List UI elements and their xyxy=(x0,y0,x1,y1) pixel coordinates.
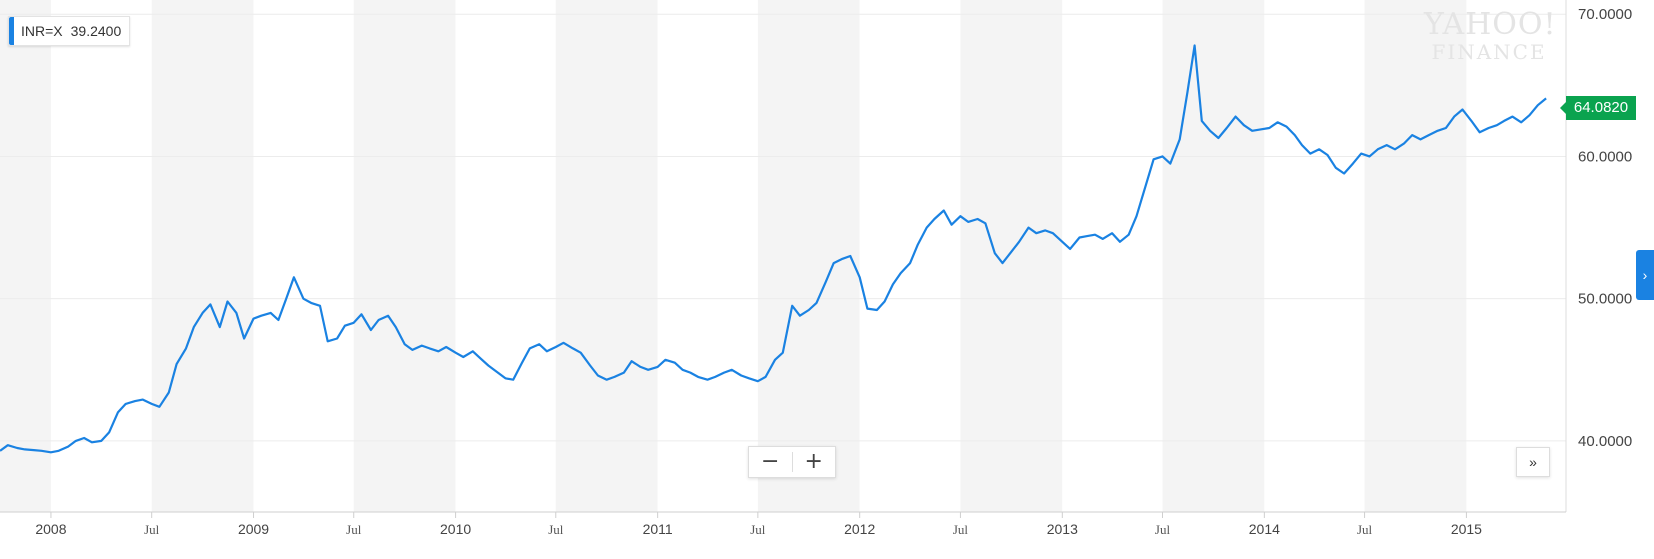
x-tick-label: Jul xyxy=(1357,522,1373,537)
x-tick-label: 2010 xyxy=(440,521,471,537)
period-band xyxy=(1466,0,1566,512)
period-band xyxy=(555,0,658,512)
x-tick-label: Jul xyxy=(953,522,969,537)
x-tick-label: Jul xyxy=(144,522,160,537)
zoom-divider xyxy=(791,452,793,472)
period-band xyxy=(151,0,254,512)
zoom-in-button[interactable]: + xyxy=(793,447,836,477)
legend-value: 39.2400 xyxy=(70,23,122,39)
x-tick-label: 2012 xyxy=(844,521,875,537)
zoom-out-button[interactable]: − xyxy=(749,447,792,477)
x-tick-label: 2014 xyxy=(1249,521,1280,537)
period-band xyxy=(455,0,556,512)
x-axis-ticks: 2008 Jul 2009 Jul 2010 Jul 2011 Jul 2012 Jul 2013 J… xyxy=(35,512,1482,537)
alternating-period-bands xyxy=(0,0,1566,512)
zoom-controls: − + xyxy=(748,446,836,478)
yahoo-finance-watermark: YAHOO! FINANCE xyxy=(1424,7,1557,64)
period-band xyxy=(0,0,51,512)
y-tick-label: 50.0000 xyxy=(1578,291,1632,308)
last-price-badge: 64.0820 xyxy=(1560,96,1636,120)
series-legend[interactable]: INR=X 39.2400 xyxy=(8,16,131,46)
x-tick-label: 2011 xyxy=(643,521,673,537)
scroll-forward-button[interactable]: » xyxy=(1516,447,1550,477)
y-axis-ticks: 40.0000 50.0000 60.0000 70.0000 xyxy=(1578,6,1632,450)
period-band xyxy=(1264,0,1365,512)
x-tick-label: Jul xyxy=(346,522,362,537)
x-tick-label: 2015 xyxy=(1451,521,1482,537)
legend-symbol: INR=X xyxy=(21,23,63,39)
period-band xyxy=(50,0,152,512)
x-tick-label: Jul xyxy=(1155,522,1171,537)
period-band xyxy=(1364,0,1467,512)
y-tick-label: 40.0000 xyxy=(1578,433,1632,450)
side-panel-toggle[interactable]: › xyxy=(1636,250,1654,300)
y-tick-label: 60.0000 xyxy=(1578,148,1632,165)
period-band xyxy=(1062,0,1163,512)
x-tick-label: 2013 xyxy=(1047,521,1078,537)
watermark-line2: FINANCE xyxy=(1431,40,1547,64)
period-band xyxy=(657,0,758,512)
x-tick-label: 2008 xyxy=(35,521,66,537)
horizontal-gridlines xyxy=(0,13,1566,442)
watermark-line1: YAHOO! xyxy=(1424,7,1557,42)
period-band xyxy=(353,0,456,512)
period-band xyxy=(1162,0,1265,512)
x-tick-label: Jul xyxy=(750,522,766,537)
series-line-inr[interactable] xyxy=(0,44,1547,454)
period-band xyxy=(757,0,860,512)
x-tick-label: Jul xyxy=(548,522,564,537)
x-tick-label: 2009 xyxy=(238,521,269,537)
period-band xyxy=(960,0,1063,512)
y-tick-label: 70.0000 xyxy=(1578,6,1632,23)
period-band xyxy=(859,0,961,512)
period-band xyxy=(253,0,354,512)
